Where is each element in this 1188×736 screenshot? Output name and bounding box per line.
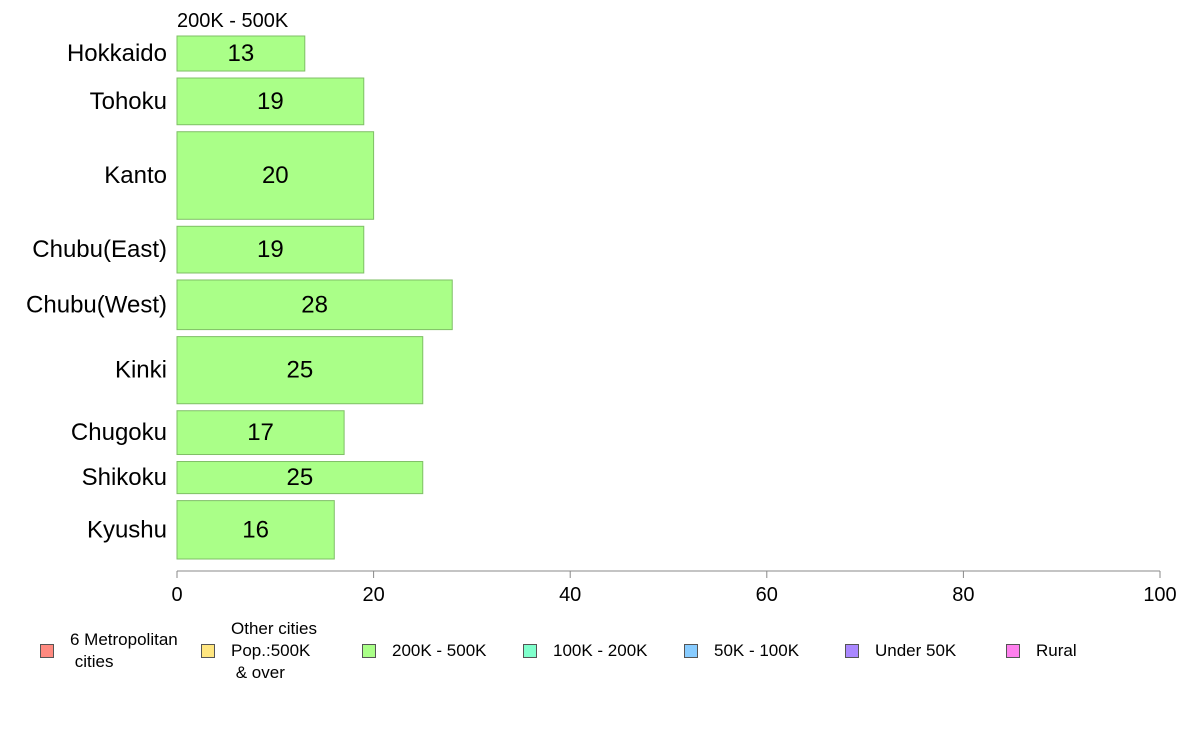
- category-label: Kinki: [115, 357, 167, 384]
- bar-value-label: 17: [247, 419, 274, 446]
- legend-swatch: [362, 644, 376, 658]
- category-label: Chubu(West): [26, 291, 167, 318]
- x-tick-label: 0: [171, 584, 182, 606]
- x-tick-label: 100: [1143, 584, 1176, 606]
- bar: [176, 131, 375, 220]
- category-label: Kanto: [104, 162, 167, 189]
- x-tick-label: 60: [756, 584, 778, 606]
- bar-value-label: 19: [257, 88, 284, 115]
- legend-label: 100K - 200K: [553, 641, 648, 660]
- bar-value-label: 16: [242, 516, 269, 543]
- bar: [176, 461, 424, 495]
- bar-group: 25 Kinki: [115, 336, 424, 405]
- category-label: Kyushu: [87, 516, 167, 543]
- legend-item: Other cities Pop.:500K & over: [201, 618, 317, 684]
- x-tick-label: 80: [952, 584, 974, 606]
- category-label: Chugoku: [71, 419, 167, 446]
- x-tick-label: 40: [559, 584, 581, 606]
- legend-item: 200K - 500K: [362, 640, 487, 662]
- legend-swatch: [684, 644, 698, 658]
- legend-item: Rural: [1006, 640, 1077, 662]
- bar-value-label: 28: [301, 291, 328, 318]
- bar-group: 17 Chugoku: [71, 410, 345, 456]
- legend-item: 50K - 100K: [684, 640, 799, 662]
- bar-value-label: 19: [257, 236, 284, 263]
- legend-label: Under 50K: [875, 641, 957, 660]
- bars: 13 Hokkaido 19 Tohoku 20 Kanto 19 Chubu(East) 28…: [26, 35, 453, 560]
- bar-group: 13 Hokkaido: [67, 35, 306, 72]
- bar: [176, 279, 453, 331]
- legend-item: 100K - 200K: [523, 640, 648, 662]
- bar-group: 16 Kyushu: [87, 500, 335, 560]
- bar-group: 20 Kanto: [104, 131, 375, 220]
- bar: [176, 35, 306, 72]
- bar-group: 19 Tohoku: [90, 77, 365, 126]
- category-label: Tohoku: [90, 88, 167, 115]
- bar: [176, 225, 365, 274]
- legend-item: Under 50K: [845, 640, 956, 662]
- legend: 6 Metropolitan cities Other cities Pop.:5…: [0, 618, 1188, 698]
- bar-group: 28 Chubu(West): [26, 279, 453, 331]
- legend-swatch: [523, 644, 537, 658]
- bar-group: 25 Shikoku: [82, 461, 424, 495]
- bar-value-label: 25: [287, 357, 314, 384]
- chart-title: 200K - 500K: [177, 10, 289, 32]
- category-label: Chubu(East): [32, 236, 167, 263]
- category-label: Shikoku: [82, 464, 167, 491]
- legend-label: 6 Metropolitan cities: [70, 630, 178, 671]
- x-tick-label: 20: [362, 584, 384, 606]
- legend-swatch: [1006, 644, 1020, 658]
- bar: [176, 336, 424, 405]
- bar: [176, 500, 335, 560]
- legend-label: 50K - 100K: [714, 641, 800, 660]
- category-label: Hokkaido: [67, 40, 167, 67]
- bar-group: 19 Chubu(East): [32, 225, 365, 274]
- legend-label: Other cities Pop.:500K & over: [231, 619, 317, 682]
- bar: [176, 77, 365, 126]
- legend-label: Rural: [1036, 641, 1077, 660]
- bar: [176, 410, 345, 456]
- bar-value-label: 20: [262, 162, 289, 189]
- bar-value-label: 25: [287, 464, 314, 491]
- chart: 200K - 500K 13 Hokkaido 19 Tohoku 20 Kanto 19 C…: [26, 10, 1177, 606]
- legend-swatch: [201, 644, 215, 658]
- legend-swatch: [845, 644, 859, 658]
- x-axis: 0 20 40 60 80 100: [171, 570, 1177, 606]
- legend-swatch: [40, 644, 54, 658]
- legend-label: 200K - 500K: [392, 641, 487, 660]
- bar-value-label: 13: [228, 40, 255, 67]
- legend-item: 6 Metropolitan cities: [40, 629, 178, 673]
